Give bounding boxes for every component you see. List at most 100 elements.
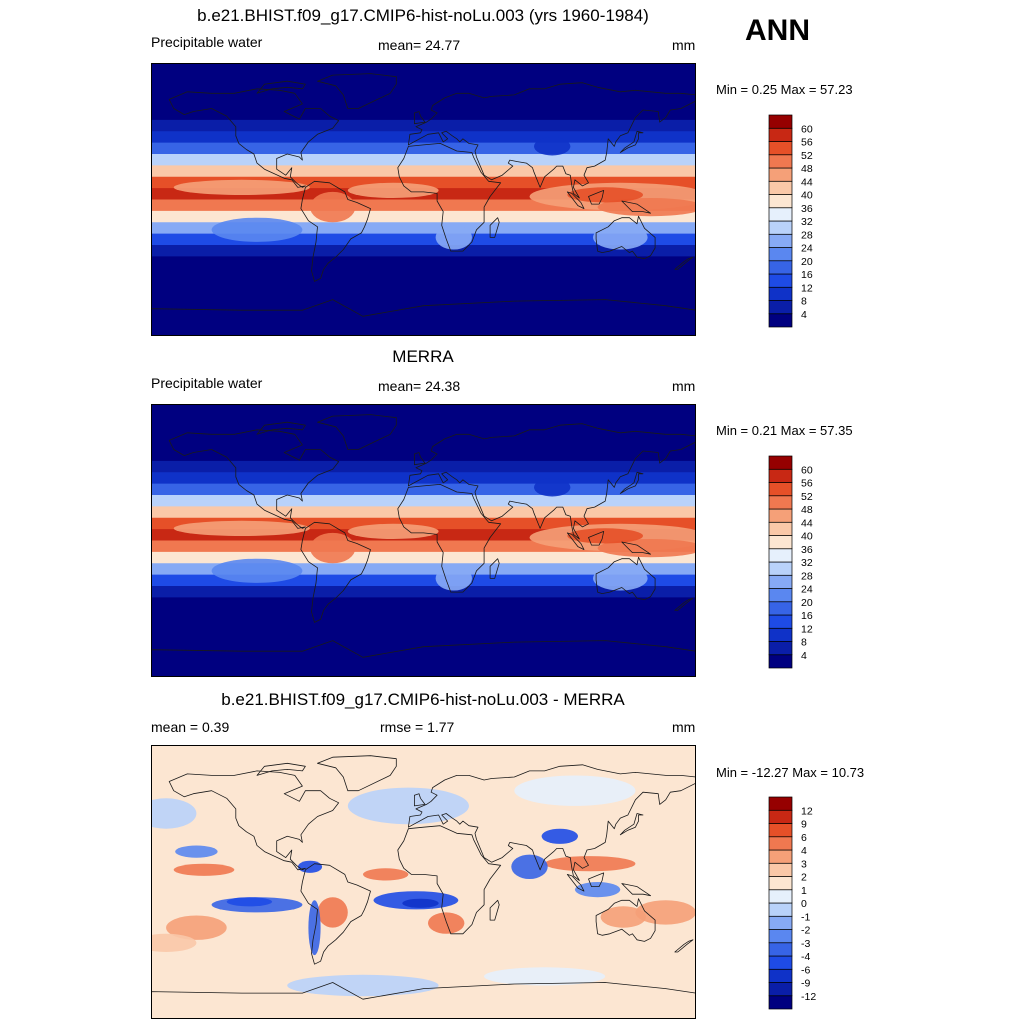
latitude-band bbox=[151, 267, 696, 280]
latitude-band bbox=[151, 290, 696, 303]
panel-3-title: b.e21.BHIST.f09_g17.CMIP6-hist-noLu.003 … bbox=[221, 690, 625, 709]
coastline bbox=[407, 764, 696, 881]
colorbar-tick-label: 52 bbox=[801, 150, 813, 162]
panel-1-title: b.e21.BHIST.f09_g17.CMIP6-hist-noLu.003 … bbox=[197, 6, 649, 25]
contour-blob bbox=[541, 828, 578, 844]
contour-bands bbox=[151, 63, 696, 336]
colorbar-tick-label: 60 bbox=[801, 123, 813, 135]
latitude-band bbox=[151, 449, 696, 462]
latitude-band bbox=[151, 540, 696, 553]
panel-3-units: mm bbox=[672, 719, 696, 735]
contour-blob bbox=[567, 528, 643, 544]
latitude-band bbox=[151, 210, 696, 223]
latitude-band bbox=[151, 608, 696, 621]
colorbar-swatch bbox=[768, 588, 793, 603]
colorbar-swatch bbox=[768, 614, 793, 629]
latitude-band bbox=[151, 563, 696, 576]
colorbar-swatch bbox=[768, 862, 793, 877]
contour-blob bbox=[173, 863, 235, 876]
colorbar-tick-label: 32 bbox=[801, 557, 813, 569]
colorbar-tick-label: 44 bbox=[801, 176, 813, 188]
colorbar-tick-label: -2 bbox=[801, 925, 810, 937]
latitude-band bbox=[151, 176, 696, 189]
colorbar-swatch bbox=[768, 127, 793, 142]
latitude-band bbox=[151, 574, 696, 587]
panel-3-minmax: Min = -12.27 Max = 10.73 bbox=[716, 765, 865, 780]
panel-2-left-label: Precipitable water bbox=[151, 375, 263, 391]
colorbar-tick-label: -1 bbox=[801, 911, 810, 923]
colorbar-swatch bbox=[768, 902, 793, 917]
coastline bbox=[674, 939, 694, 953]
coastline bbox=[168, 770, 340, 871]
coastline bbox=[300, 863, 371, 965]
latitude-band bbox=[151, 63, 696, 75]
latitude-band bbox=[151, 97, 696, 110]
season-label: ANN bbox=[745, 14, 810, 47]
colorbar-swatch bbox=[768, 942, 793, 957]
coastline bbox=[595, 556, 656, 601]
coastline bbox=[300, 521, 371, 623]
colorbar-tick-label: 6 bbox=[801, 832, 807, 844]
coastline bbox=[621, 541, 652, 555]
coastline bbox=[317, 73, 397, 109]
contour-blob bbox=[635, 900, 696, 925]
panel-2-minmax: Min = 0.21 Max = 57.35 bbox=[716, 423, 853, 438]
colorbar-swatch bbox=[768, 313, 793, 328]
colorbar-swatch bbox=[768, 929, 793, 944]
colorbar-tick-label: 20 bbox=[801, 256, 813, 268]
colorbar-swatch bbox=[768, 286, 793, 301]
coastline bbox=[619, 130, 644, 153]
panel-2-mean: mean= 24.38 bbox=[378, 378, 461, 394]
contour-blob bbox=[347, 182, 439, 198]
latitude-band bbox=[151, 404, 696, 416]
contour-blob bbox=[173, 179, 310, 195]
panel-2-title: MERRA bbox=[392, 347, 454, 366]
colorbar-tick-label: 12 bbox=[801, 282, 813, 294]
panel-1-map bbox=[151, 63, 696, 336]
panel-2-units: mm bbox=[672, 378, 696, 394]
contour-blob bbox=[166, 915, 227, 940]
colorbar-tick-label: 16 bbox=[801, 610, 813, 622]
colorbar-tick-label: 20 bbox=[801, 597, 813, 609]
coastline bbox=[407, 82, 696, 199]
coastline bbox=[489, 899, 500, 921]
contour-blob bbox=[597, 198, 696, 217]
coastline bbox=[317, 755, 397, 792]
contour-blob bbox=[347, 787, 469, 825]
contour-blob bbox=[347, 523, 439, 539]
map-frame bbox=[151, 404, 696, 677]
coastline bbox=[595, 215, 656, 260]
colorbar-swatch bbox=[768, 114, 793, 129]
latitude-band bbox=[151, 108, 696, 121]
colorbar-swatch bbox=[768, 968, 793, 983]
latitude-band bbox=[151, 245, 696, 257]
coastline bbox=[621, 883, 652, 897]
contour-bands bbox=[151, 404, 696, 677]
contour-blob bbox=[514, 775, 636, 806]
latitude-band bbox=[151, 586, 696, 598]
colorbar-tick-label: 56 bbox=[801, 478, 813, 490]
coastline bbox=[256, 80, 306, 94]
latitude-band bbox=[151, 506, 696, 519]
contour-blob bbox=[310, 191, 356, 223]
colorbar-tick-label: 60 bbox=[801, 464, 813, 476]
colorbar-swatch bbox=[768, 495, 793, 510]
coastline bbox=[256, 762, 306, 776]
coastline bbox=[674, 597, 694, 611]
contour-blob bbox=[574, 882, 621, 898]
contour-blob bbox=[600, 906, 646, 928]
colorbar-swatch bbox=[768, 180, 793, 195]
colorbar-swatch bbox=[768, 627, 793, 642]
contour-blob bbox=[484, 967, 606, 986]
contour-blob bbox=[544, 856, 636, 872]
colorbar-tick-label: 3 bbox=[801, 858, 807, 870]
coastline bbox=[413, 111, 426, 125]
coastline bbox=[413, 793, 426, 807]
coastline bbox=[566, 532, 585, 551]
coastline bbox=[621, 200, 652, 214]
contour-blob bbox=[435, 566, 472, 591]
colorbar-swatch bbox=[768, 836, 793, 851]
colorbar-swatch bbox=[768, 273, 793, 288]
colorbar-tick-label: 1 bbox=[801, 885, 807, 897]
